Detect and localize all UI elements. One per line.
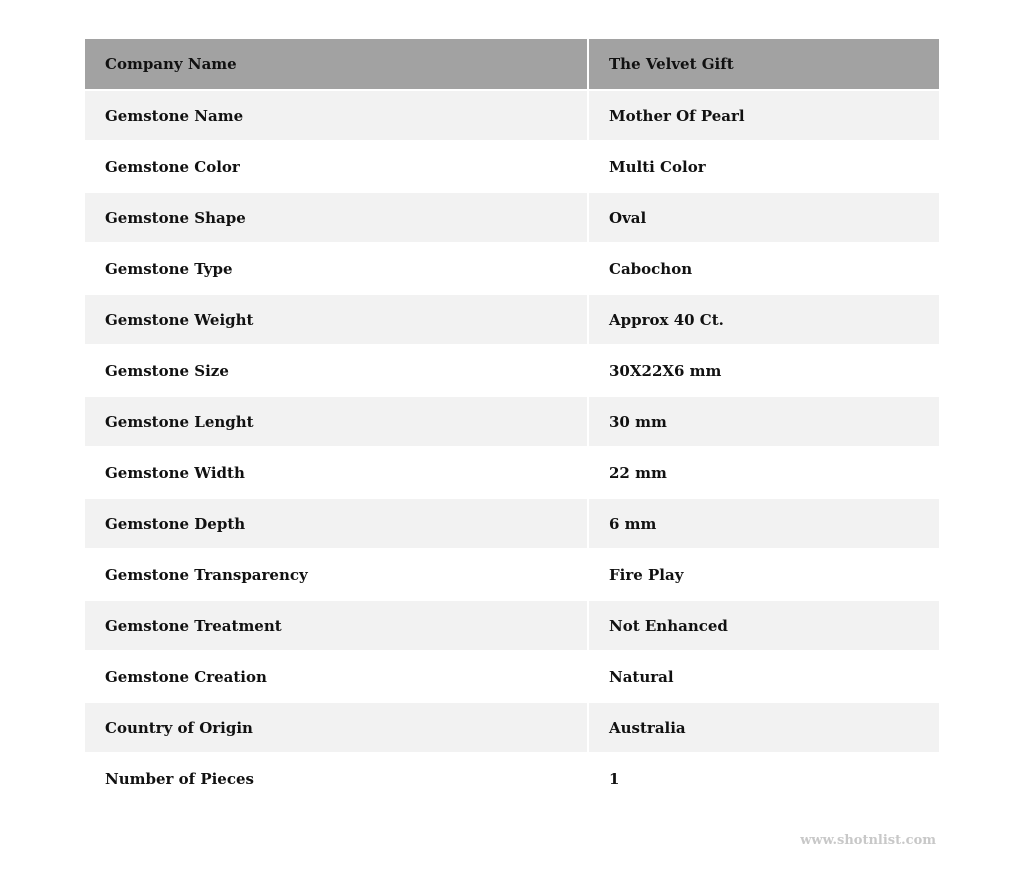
row-value: Approx 40 Ct. (589, 295, 939, 344)
table-row: Gemstone Color Multi Color (85, 142, 939, 191)
row-value: Oval (589, 193, 939, 242)
table-row: Gemstone Creation Natural (85, 652, 939, 701)
header-key: Company Name (85, 39, 587, 89)
row-value: Natural (589, 652, 939, 701)
row-key: Gemstone Width (85, 448, 587, 497)
row-key: Gemstone Name (85, 91, 587, 140)
row-value: 1 (589, 754, 939, 803)
table-row: Number of Pieces 1 (85, 754, 939, 803)
row-value: 6 mm (589, 499, 939, 548)
row-key: Gemstone Creation (85, 652, 587, 701)
row-value: 30 mm (589, 397, 939, 446)
row-value: Cabochon (589, 244, 939, 293)
table-row: Gemstone Shape Oval (85, 193, 939, 242)
row-value: 22 mm (589, 448, 939, 497)
table-row: Gemstone Treatment Not Enhanced (85, 601, 939, 650)
row-key: Number of Pieces (85, 754, 587, 803)
row-key: Gemstone Transparency (85, 550, 587, 599)
row-key: Gemstone Lenght (85, 397, 587, 446)
table-row: Gemstone Width 22 mm (85, 448, 939, 497)
table-row: Country of Origin Australia (85, 703, 939, 752)
row-key: Gemstone Depth (85, 499, 587, 548)
row-value: Multi Color (589, 142, 939, 191)
table-row: Gemstone Name Mother Of Pearl (85, 91, 939, 140)
row-key: Gemstone Type (85, 244, 587, 293)
row-key: Country of Origin (85, 703, 587, 752)
table-row: Gemstone Transparency Fire Play (85, 550, 939, 599)
row-key: Gemstone Treatment (85, 601, 587, 650)
row-key: Gemstone Shape (85, 193, 587, 242)
row-value: Not Enhanced (589, 601, 939, 650)
row-key: Gemstone Weight (85, 295, 587, 344)
row-value: 30X22X6 mm (589, 346, 939, 395)
table-row: Gemstone Type Cabochon (85, 244, 939, 293)
table-row: Gemstone Size 30X22X6 mm (85, 346, 939, 395)
row-value: Fire Play (589, 550, 939, 599)
row-key: Gemstone Color (85, 142, 587, 191)
table-row: Gemstone Depth 6 mm (85, 499, 939, 548)
watermark: www.shotnlist.com (800, 833, 936, 848)
gemstone-spec-table: Company Name The Velvet Gift Gemstone Na… (83, 37, 941, 805)
table-header-row: Company Name The Velvet Gift (85, 39, 939, 89)
row-value: Australia (589, 703, 939, 752)
table-row: Gemstone Weight Approx 40 Ct. (85, 295, 939, 344)
table-row: Gemstone Lenght 30 mm (85, 397, 939, 446)
row-value: Mother Of Pearl (589, 91, 939, 140)
row-key: Gemstone Size (85, 346, 587, 395)
header-value: The Velvet Gift (589, 39, 939, 89)
